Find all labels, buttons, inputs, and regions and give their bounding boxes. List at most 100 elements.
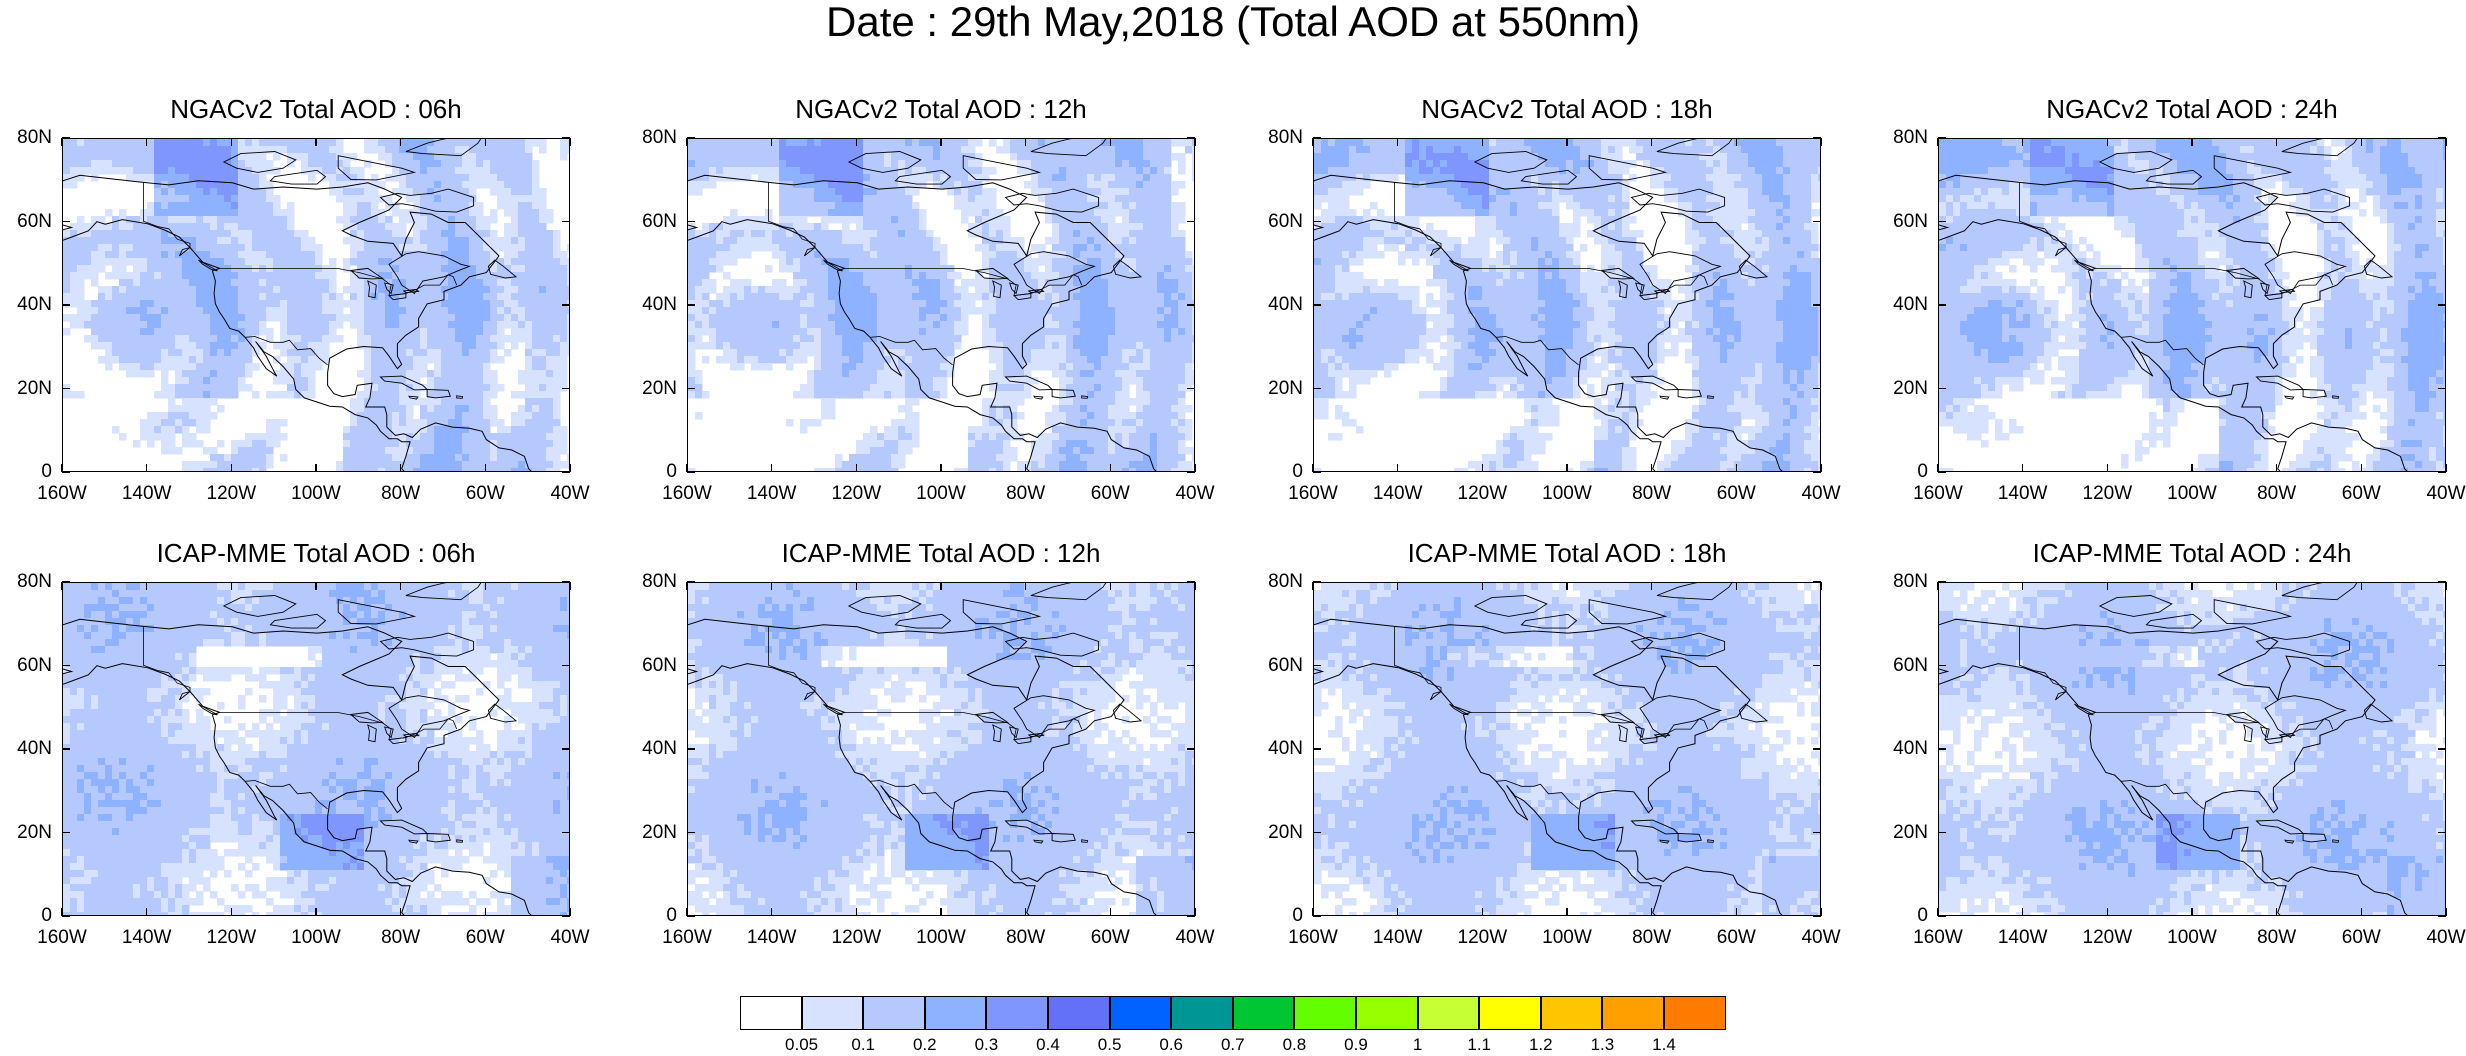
- tick-mark: [2438, 581, 2446, 583]
- tick-mark: [562, 831, 570, 834]
- lat-tick-label: 60N: [1876, 655, 1928, 676]
- tick-mark: [1313, 220, 1321, 223]
- colorbar-label: 0.2: [913, 1036, 937, 1054]
- colorbar-swatch: [1171, 996, 1233, 1030]
- tick-mark: [855, 464, 858, 472]
- tick-mark: [2445, 138, 2447, 146]
- tick-mark: [62, 581, 70, 583]
- lat-tick-label: 80N: [1251, 572, 1303, 592]
- tick-mark: [770, 464, 773, 472]
- tick-mark: [2445, 908, 2447, 916]
- colorbar-swatch: [1232, 996, 1295, 1030]
- colorbar-swatch: [1479, 996, 1541, 1030]
- lat-tick-label: 80N: [1876, 128, 1928, 148]
- tick-mark: [1313, 387, 1321, 390]
- island-outline: [1653, 288, 1671, 294]
- lat-tick-label: 0: [1251, 906, 1303, 926]
- tick-mark: [1194, 908, 1196, 916]
- tick-mark: [1109, 582, 1112, 590]
- country-border: [244, 336, 328, 366]
- tick-mark: [687, 915, 695, 917]
- lat-tick-label: 40N: [0, 739, 52, 759]
- lon-tick-label: 80W: [2247, 928, 2307, 948]
- colorbar-label: 1: [1413, 1036, 1422, 1054]
- tick-mark: [61, 138, 63, 146]
- tick-mark: [230, 464, 233, 472]
- tick-mark: [2021, 138, 2024, 146]
- tick-mark: [2275, 464, 2278, 472]
- tick-mark: [687, 137, 695, 139]
- lat-tick-label: 20N: [1251, 822, 1303, 843]
- island-outline: [1013, 695, 1096, 739]
- island-outline: [1032, 395, 1044, 400]
- island-outline: [2145, 613, 2203, 629]
- island-outline: [456, 395, 464, 399]
- tick-mark: [315, 908, 317, 916]
- lon-tick-label: 80W: [371, 928, 431, 948]
- island-outline: [2278, 732, 2296, 738]
- tick-mark: [1937, 908, 1939, 916]
- tick-mark: [855, 582, 858, 590]
- tick-mark: [1481, 138, 1484, 146]
- tick-mark: [940, 138, 942, 146]
- tick-mark: [687, 664, 695, 667]
- island-outline: [2243, 724, 2253, 743]
- island-outline: [1658, 395, 1670, 400]
- tick-mark: [855, 138, 858, 146]
- tick-mark: [686, 908, 688, 916]
- tick-mark: [1938, 304, 1946, 306]
- lat-tick-label: 20N: [625, 378, 677, 399]
- tick-mark: [1396, 464, 1399, 472]
- tick-mark: [2191, 582, 2193, 590]
- lat-tick-label: 60N: [0, 655, 52, 676]
- tick-mark: [230, 582, 233, 590]
- island-outline: [1618, 724, 1628, 743]
- tick-mark: [686, 582, 688, 590]
- tick-mark: [687, 748, 695, 750]
- lat-tick-label: 0: [0, 462, 52, 482]
- lat-tick-label: 60N: [1251, 211, 1303, 232]
- tick-mark: [2360, 138, 2363, 146]
- lon-tick-label: 80W: [996, 928, 1056, 948]
- island-outline: [367, 280, 377, 299]
- tick-mark: [1313, 137, 1321, 139]
- tick-mark: [940, 464, 942, 472]
- lon-tick-label: 40W: [2416, 928, 2466, 948]
- country-border: [869, 336, 953, 366]
- tick-mark: [569, 582, 571, 590]
- tick-mark: [1735, 138, 1738, 146]
- tick-mark: [1194, 582, 1196, 590]
- lon-tick-label: 100W: [2162, 928, 2222, 948]
- tick-mark: [569, 138, 571, 146]
- tick-mark: [770, 138, 773, 146]
- tick-mark: [562, 915, 570, 917]
- lon-tick-label: 140W: [742, 928, 802, 948]
- island-outline: [379, 819, 429, 835]
- island-outline: [1449, 259, 1469, 272]
- panel-title: ICAP-MME Total AOD : 06h: [62, 538, 570, 568]
- panel-title: NGACv2 Total AOD : 12h: [687, 94, 1195, 124]
- lat-tick-label: 0: [625, 462, 677, 482]
- aod-field: [688, 139, 1194, 471]
- lon-tick-label: 120W: [826, 484, 886, 504]
- tick-mark: [1313, 915, 1321, 917]
- tick-mark: [1312, 138, 1314, 146]
- aod-map-panel: [1313, 138, 1821, 472]
- tick-mark: [2021, 908, 2024, 916]
- lon-tick-label: 140W: [1993, 928, 2053, 948]
- island-outline: [1081, 839, 1089, 843]
- tick-mark: [1187, 915, 1195, 917]
- island-outline: [1656, 583, 1733, 601]
- country-border: [844, 268, 1083, 297]
- tick-mark: [1938, 581, 1946, 583]
- panel-title: NGACv2 Total AOD : 18h: [1313, 94, 1821, 124]
- aod-map-panel: [62, 582, 570, 916]
- lon-tick-label: 100W: [911, 928, 971, 948]
- island-outline: [1738, 259, 1769, 279]
- lon-tick-label: 60W: [1706, 484, 1766, 504]
- island-outline: [803, 691, 816, 701]
- tick-mark: [1312, 582, 1314, 590]
- tick-mark: [1813, 471, 1821, 473]
- tick-mark: [1813, 581, 1821, 583]
- island-outline: [1030, 583, 1107, 601]
